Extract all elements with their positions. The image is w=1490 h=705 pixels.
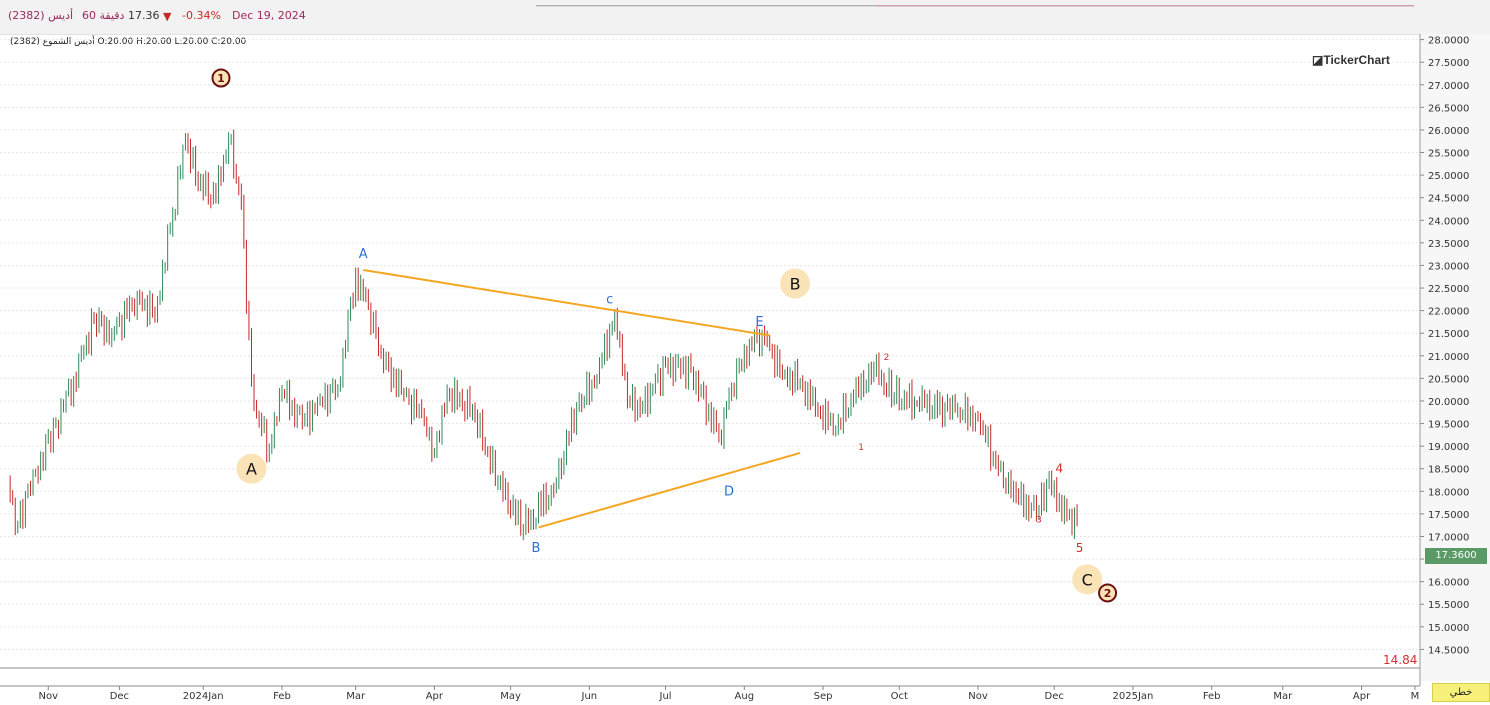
- wave-circle-dark: [211, 68, 231, 88]
- x-tick-label: Oct: [891, 691, 908, 702]
- logo-text: TickerChart: [1323, 53, 1390, 67]
- x-tick-label: Dec: [110, 691, 129, 702]
- trendline: [363, 268, 770, 337]
- wave-label: 5: [1076, 541, 1084, 555]
- y-tick-label: 17.0000: [1428, 532, 1469, 543]
- x-tick-label: Dec: [1045, 691, 1064, 702]
- chart-mode-button[interactable]: خطي: [1432, 683, 1490, 702]
- wave-label: B: [790, 275, 801, 294]
- x-tick-label: M: [1411, 691, 1420, 702]
- y-tick-label: 23.5000: [1428, 239, 1469, 250]
- symbol-name[interactable]: (2382) أديس: [8, 9, 74, 22]
- quote-date: Dec 19, 2024: [232, 9, 306, 22]
- x-tick-label: Nov: [968, 691, 988, 702]
- x-tick-label: Mar: [346, 691, 366, 702]
- down-arrow-icon: ▼: [163, 10, 172, 23]
- wave-label: 4: [1055, 462, 1063, 476]
- last-price: 17.36: [128, 9, 160, 22]
- y-tick-label: 21.5000: [1428, 329, 1469, 340]
- y-tick-label: 26.5000: [1428, 103, 1469, 114]
- x-tick-label: 2024Jan: [183, 691, 224, 702]
- x-tick-label: Mar: [1273, 691, 1293, 702]
- wave-circle-light: [236, 453, 267, 484]
- y-tick-label: 16.0000: [1428, 578, 1469, 589]
- x-tick-label: 2025Jan: [1113, 691, 1154, 702]
- low-price-label: 14.84: [1383, 653, 1418, 667]
- y-tick-label: 24.0000: [1428, 216, 1469, 227]
- y-tick-label: 28.0000: [1428, 36, 1469, 47]
- wave-circle-light: [780, 268, 811, 299]
- y-tick-label: 17.5000: [1428, 510, 1469, 521]
- y-tick-label: 20.5000: [1428, 374, 1469, 385]
- wave-label: 1: [217, 72, 225, 85]
- wave-label: 2: [884, 353, 890, 363]
- x-tick-label: Feb: [1203, 691, 1221, 702]
- y-tick-label: 20.0000: [1428, 397, 1469, 408]
- wave-label: D: [724, 484, 734, 499]
- x-tick-label: Apr: [1353, 691, 1371, 702]
- wave-circle-light: [1072, 564, 1103, 595]
- logo-icon: ◪: [1312, 53, 1324, 67]
- wave-label: E: [755, 315, 763, 330]
- y-axis-panel: [1420, 34, 1490, 681]
- x-tick-label: Feb: [273, 691, 291, 702]
- y-tick-label: 18.5000: [1428, 465, 1469, 476]
- x-tick-label: Jul: [659, 691, 672, 702]
- y-tick-label: 23.0000: [1428, 261, 1469, 272]
- y-tick-label: 21.0000: [1428, 352, 1469, 363]
- wave-label: 2: [1104, 587, 1112, 600]
- y-tick-label: 18.0000: [1428, 487, 1469, 498]
- x-tick-label: May: [500, 691, 521, 702]
- wave-label: B: [532, 541, 541, 556]
- price-bars: [9, 129, 1078, 541]
- x-tick-label: Apr: [426, 691, 444, 702]
- wave-circle-dark: [1098, 583, 1118, 603]
- wave-label: 1: [858, 443, 864, 453]
- y-tick-label: 22.5000: [1428, 284, 1469, 295]
- period-selector[interactable]: 60 دقيقة: [82, 9, 125, 22]
- wave-label: 3: [1036, 515, 1042, 525]
- y-tick-label: 24.5000: [1428, 194, 1469, 205]
- tickerchart-logo: ◪TickerChart: [1312, 53, 1390, 67]
- x-tick-label: Aug: [735, 691, 755, 702]
- wave-label: A: [246, 460, 257, 479]
- x-tick-label: Sep: [814, 691, 833, 702]
- y-tick-label: 15.5000: [1428, 600, 1469, 611]
- gridlines: [0, 39, 1420, 650]
- price-change: -0.34%: [182, 9, 221, 22]
- trendline: [538, 451, 801, 529]
- ohlc-legend: (2382) أديس الشموع O:20.00 H:20.00 L:20.…: [10, 37, 247, 47]
- wave-label: C: [1082, 570, 1093, 589]
- y-tick-label: 22.0000: [1428, 307, 1469, 318]
- wave-label: A: [359, 247, 368, 262]
- wave-label: c: [606, 292, 613, 307]
- y-tick-label: 19.5000: [1428, 420, 1469, 431]
- y-tick-label: 15.0000: [1428, 623, 1469, 634]
- y-tick-label: 26.0000: [1428, 126, 1469, 137]
- y-tick-label: 27.0000: [1428, 81, 1469, 92]
- x-tick-label: Nov: [38, 691, 58, 702]
- y-tick-label: 25.0000: [1428, 171, 1469, 182]
- x-tick-label: Jun: [581, 691, 598, 702]
- y-tick-label: 14.5000: [1428, 645, 1469, 656]
- y-tick-label: 27.5000: [1428, 58, 1469, 69]
- y-tick-label: 25.5000: [1428, 149, 1469, 160]
- y-tick-label: 19.0000: [1428, 442, 1469, 453]
- last-price-marker: 17.3600: [1425, 548, 1487, 564]
